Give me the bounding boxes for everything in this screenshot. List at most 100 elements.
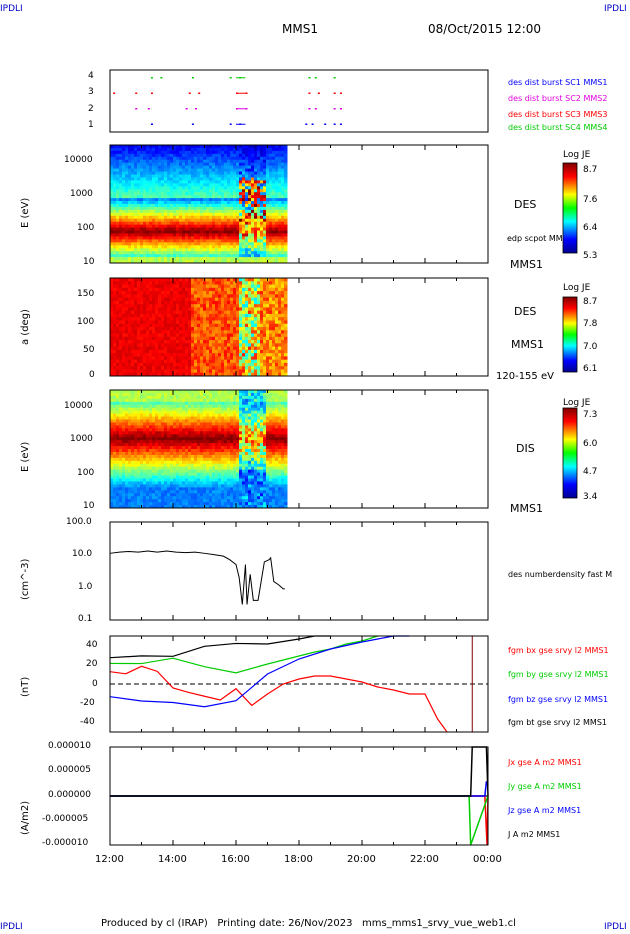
des-energy-cell xyxy=(167,204,171,208)
des-energy-cell xyxy=(110,198,114,202)
des-energy-cell xyxy=(248,162,252,167)
des-pitch-cell xyxy=(170,300,174,305)
dis-energy-cell xyxy=(131,392,135,397)
des-pitch-cell xyxy=(155,323,159,328)
dis-energy-cell xyxy=(128,413,132,418)
des-energy-cell xyxy=(233,189,237,193)
dis-energy-cell xyxy=(143,416,147,420)
des-pitch-cell xyxy=(155,333,159,338)
dis-energy-cell xyxy=(122,437,126,441)
des-energy-cell xyxy=(218,177,222,181)
des-energy-cell xyxy=(185,212,189,217)
des-energy-cell xyxy=(272,186,276,190)
dis-energy-cell xyxy=(131,428,135,432)
des-pitch-cell xyxy=(224,323,228,328)
dis-energy-cell xyxy=(110,505,114,509)
des-pitch-cell xyxy=(245,278,249,282)
des-energy-cell xyxy=(230,212,234,217)
des-energy-cell xyxy=(245,198,249,202)
dis-energy-cell xyxy=(164,440,168,444)
des-pitch-cell xyxy=(140,287,144,292)
des-energy-cell xyxy=(209,189,213,193)
des-energy-cell xyxy=(203,198,207,202)
des-energy-cell xyxy=(122,245,126,249)
dis-energy-cell xyxy=(143,460,147,465)
des-pitch-cell xyxy=(188,281,192,286)
dis-energy-cell xyxy=(137,449,141,453)
des-energy-cell xyxy=(269,174,273,178)
des-energy-cell xyxy=(257,254,261,258)
des-energy-cell xyxy=(254,233,258,237)
dis-energy-cell xyxy=(143,481,147,485)
des-energy-cell xyxy=(236,150,240,155)
des-pitch-cell xyxy=(149,359,153,364)
dis-energy-cell xyxy=(125,437,129,441)
des-pitch-cell xyxy=(272,356,276,361)
des-pitch-cell xyxy=(176,356,180,361)
des-energy-cell xyxy=(242,183,246,187)
des-energy-cell xyxy=(260,257,264,261)
des-pitch-cell xyxy=(185,372,189,377)
dis-energy-cell xyxy=(110,422,114,426)
des-energy-cell xyxy=(272,204,276,208)
des-pitch-ytick-0: 0 xyxy=(89,370,95,380)
des-energy-cell xyxy=(179,233,183,237)
des-pitch-cell xyxy=(131,287,135,292)
des-pitch-cell xyxy=(149,356,153,361)
des-energy-cell xyxy=(119,150,123,155)
des-energy-cell xyxy=(170,183,174,187)
des-energy-cell xyxy=(236,254,240,258)
des-pitch-cell xyxy=(221,340,225,344)
des-energy-cell xyxy=(281,239,285,243)
des-energy-cell xyxy=(281,162,285,167)
dis-energy-cell xyxy=(134,390,138,394)
des-pitch-cell xyxy=(212,313,216,318)
dis-energy-cell xyxy=(143,457,147,462)
dis-energy-cell xyxy=(122,496,126,500)
des-energy-cell xyxy=(233,183,237,187)
des-energy-cell xyxy=(275,186,279,190)
des-energy-cell xyxy=(179,257,183,261)
des-energy-cell xyxy=(182,192,186,196)
des-pitch-cell xyxy=(194,336,198,341)
des-pitch-cell xyxy=(152,336,156,341)
des-energy-cell xyxy=(281,198,285,202)
des-pitch-cell xyxy=(221,333,225,338)
des-pitch-cell xyxy=(185,307,189,312)
des-energy-cell xyxy=(269,189,273,193)
des-energy-cell xyxy=(254,209,258,214)
dis-energy-cell xyxy=(134,398,138,403)
des-pitch-cell xyxy=(158,291,162,295)
des-pitch-cell xyxy=(206,300,210,305)
des-energy-cell xyxy=(275,165,279,170)
des-pitch-cell xyxy=(275,310,279,315)
des-energy-cell xyxy=(227,227,231,232)
des-pitch-cell xyxy=(227,310,231,315)
des-pitch-cell xyxy=(185,294,189,299)
des-energy-cell xyxy=(218,189,222,193)
des-pitch-cell xyxy=(161,340,165,344)
des-energy-cell xyxy=(185,198,189,202)
des-pitch-cell xyxy=(245,372,249,377)
dis-energy-cell xyxy=(146,413,150,418)
des-energy-cell xyxy=(245,159,249,164)
dis-energy-cell xyxy=(137,499,141,503)
des-energy-cell xyxy=(212,159,216,164)
des-pitch-cell xyxy=(275,343,279,348)
des-energy-cell xyxy=(164,230,168,234)
des-energy-cell xyxy=(263,162,267,167)
des-energy-cell xyxy=(212,162,216,167)
des-energy-cell xyxy=(128,227,132,232)
des-energy-cell xyxy=(251,254,255,258)
des-energy-cell xyxy=(248,227,252,232)
des-pitch-cell xyxy=(137,366,141,370)
des-energy-cell xyxy=(146,180,150,184)
des-energy-cell xyxy=(218,195,222,199)
des-pitch-cell xyxy=(113,333,117,338)
des-pitch-cell xyxy=(119,291,123,295)
des-pitch-cell xyxy=(170,369,174,374)
des-energy-cell xyxy=(194,239,198,243)
des-pitch-cell xyxy=(218,297,222,302)
des-pitch-cell xyxy=(281,323,285,328)
des-pitch-cell xyxy=(269,340,273,344)
